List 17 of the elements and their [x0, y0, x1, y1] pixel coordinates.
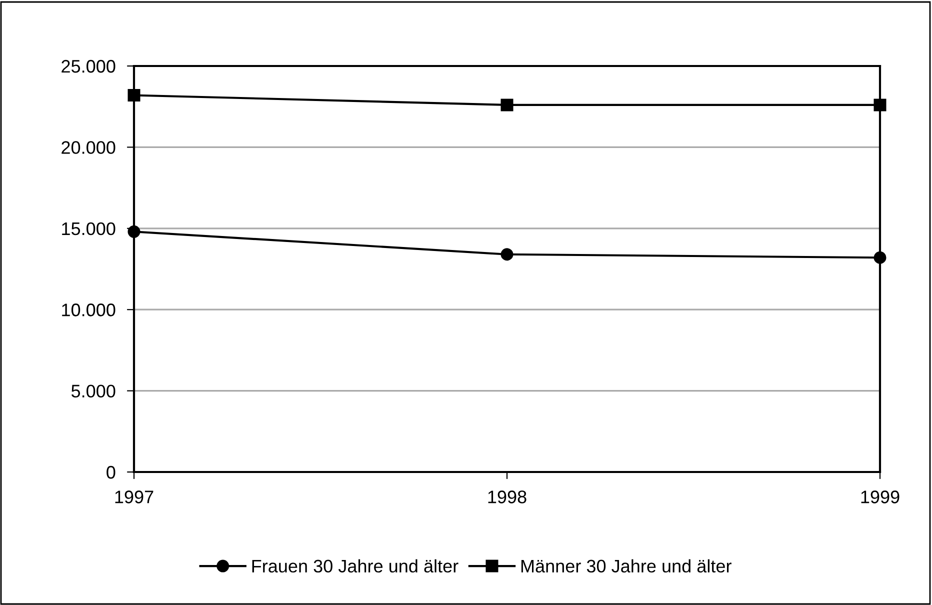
legend-label: Männer 30 Jahre und älter: [521, 559, 732, 573]
point: [500, 98, 514, 112]
x-tick-label: 1997: [115, 490, 154, 504]
y-tick-label: 10.000: [62, 304, 116, 316]
legend-label: Frauen 30 Jahre und älter: [252, 559, 458, 573]
y-tick-label: 0: [106, 466, 116, 479]
y-tick-label: 15.000: [62, 222, 116, 236]
point: [128, 225, 140, 238]
point: [874, 251, 886, 264]
x-tick-label: 1999: [861, 490, 900, 504]
y-tick-label: 25.000: [62, 60, 116, 73]
y-tick-label: 5.000: [71, 384, 116, 398]
x-tick-label: 1998: [488, 490, 526, 504]
point: [128, 88, 140, 102]
point: [874, 98, 886, 112]
point: [500, 248, 514, 261]
y-tick-label: 20.000: [62, 141, 116, 154]
